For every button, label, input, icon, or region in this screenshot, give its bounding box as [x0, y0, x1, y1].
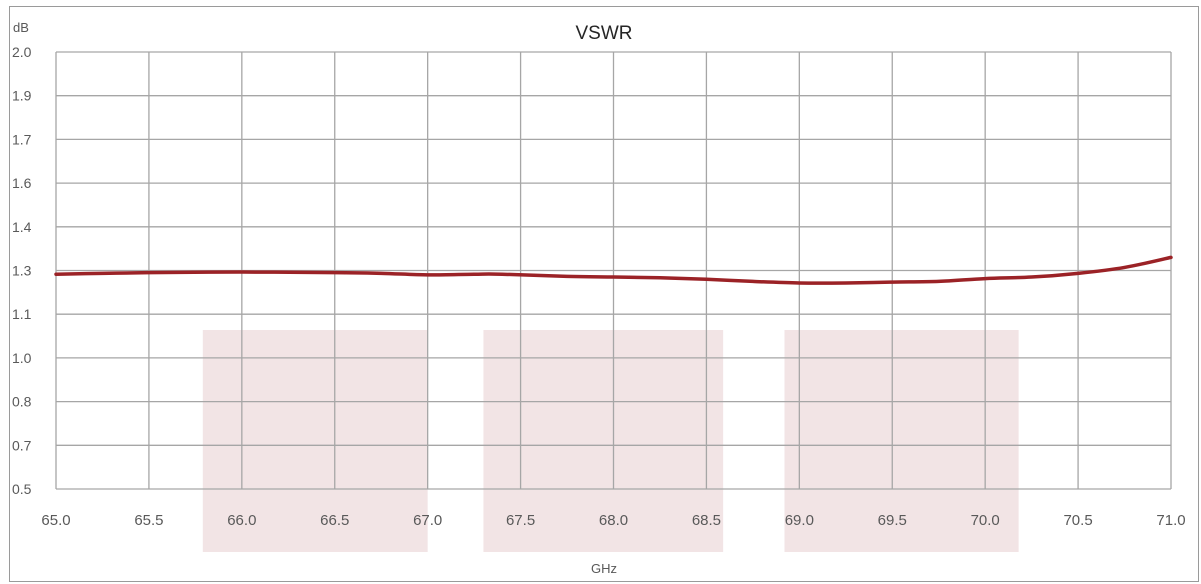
y-axis-label: dB — [13, 20, 29, 35]
x-tick-label: 67.0 — [413, 512, 442, 529]
x-axis-label: GHz — [591, 561, 617, 576]
x-tick-label: 69.5 — [878, 512, 907, 529]
y-tick-label: 0.8 — [12, 394, 32, 410]
grid-layer — [55, 51, 1172, 490]
y-tick-label: 1.7 — [12, 131, 32, 147]
y-tick-label: 2.0 — [12, 44, 32, 60]
y-tick-label: 1.1 — [12, 306, 32, 322]
shaded-band-3 — [784, 330, 1019, 552]
y-tick-layer: 0.5 0.7 0.8 1.0 1.1 1.3 1.4 1.6 1.7 1.9 2.0 — [12, 44, 32, 497]
chart-title: VSWR — [576, 23, 633, 44]
x-tick-label: 65.0 — [41, 512, 70, 529]
x-tick-label: 65.5 — [134, 512, 163, 529]
band-layer — [202, 330, 1019, 552]
x-tick-label: 69.0 — [785, 512, 814, 529]
series-layer — [54, 255, 1173, 285]
x-tick-label: 66.0 — [227, 512, 256, 529]
x-tick-layer: 65.0 65.5 66.0 66.5 67.0 67.5 68.0 68.5 69.0 69.5… — [41, 512, 1185, 529]
y-tick-label: 0.7 — [12, 437, 32, 453]
x-tick-label: 70.0 — [971, 512, 1000, 529]
y-tick-label: 1.0 — [12, 350, 32, 366]
shaded-band-1 — [202, 330, 428, 552]
vswr-series-line-1 — [54, 255, 1173, 285]
y-tick-label: 1.4 — [12, 219, 32, 235]
x-tick-label: 66.5 — [320, 512, 349, 529]
shaded-band-2 — [483, 330, 724, 552]
y-tick-label: 1.3 — [12, 263, 32, 279]
x-tick-label: 68.0 — [599, 512, 628, 529]
x-tick-label: 71.0 — [1156, 512, 1185, 529]
x-tick-label: 68.5 — [692, 512, 721, 529]
y-tick-label: 1.9 — [12, 88, 32, 104]
y-tick-label: 0.5 — [12, 481, 32, 497]
x-tick-label: 70.5 — [1063, 512, 1092, 529]
y-tick-label: 1.6 — [12, 175, 32, 191]
x-tick-label: 67.5 — [506, 512, 535, 529]
